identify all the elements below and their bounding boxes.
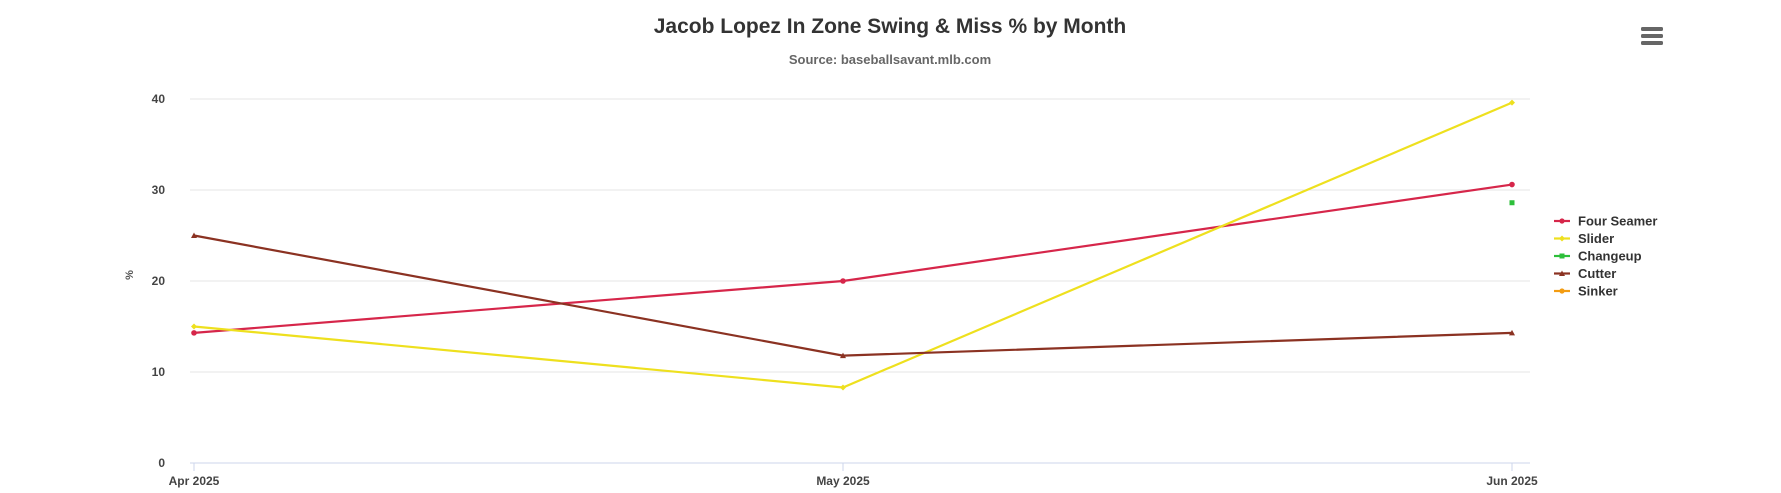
chart-subtitle: Source: baseballsavant.mlb.com	[789, 52, 991, 67]
data-point[interactable]	[1509, 200, 1515, 206]
x-tick-label: Jun 2025	[1486, 474, 1538, 488]
axes: 0 10 20 30 40 Apr 2025 May 2025 Jun 2025	[152, 92, 1538, 488]
chart-menu-button[interactable]	[1640, 26, 1664, 48]
legend-label: Changeup	[1578, 249, 1642, 264]
data-point[interactable]	[191, 232, 197, 239]
series-four-seamer	[191, 181, 1515, 336]
y-tick-label: 10	[152, 365, 166, 379]
x-tick-label: May 2025	[816, 474, 870, 488]
data-point[interactable]	[1509, 329, 1515, 336]
data-point[interactable]	[840, 352, 846, 359]
gridlines	[190, 98, 1530, 373]
plot-series	[191, 99, 1515, 391]
legend-item[interactable]: Cutter	[1554, 266, 1616, 281]
y-tick-label: 30	[152, 183, 166, 197]
x-tick-label: Apr 2025	[169, 474, 220, 488]
data-point[interactable]	[1509, 99, 1515, 106]
legend-item[interactable]: Changeup	[1554, 249, 1642, 264]
legend-marker	[1559, 218, 1565, 224]
legend: Four Seamer Slider Changeup Cutter Sinker	[1554, 214, 1657, 299]
series-cutter	[191, 232, 1515, 359]
series-changeup	[1509, 200, 1515, 206]
data-point[interactable]	[191, 330, 197, 336]
legend-item[interactable]: Four Seamer	[1554, 214, 1657, 229]
legend-marker	[1559, 270, 1565, 276]
y-tick-label: 0	[158, 456, 165, 470]
legend-item[interactable]: Slider	[1554, 231, 1614, 246]
data-point[interactable]	[1509, 181, 1515, 188]
legend-marker	[1559, 288, 1565, 294]
legend-label: Cutter	[1578, 266, 1616, 281]
legend-label: Slider	[1578, 231, 1614, 246]
data-point[interactable]	[191, 323, 197, 330]
data-point[interactable]	[840, 384, 846, 391]
data-point[interactable]	[840, 278, 846, 284]
legend-item[interactable]: Sinker	[1554, 284, 1618, 299]
legend-label: Sinker	[1578, 284, 1618, 299]
series-slider	[191, 99, 1515, 391]
y-tick-label: 40	[152, 92, 166, 106]
legend-marker	[1559, 235, 1565, 242]
legend-marker	[1559, 253, 1565, 259]
y-tick-label: 20	[152, 274, 166, 288]
y-axis-title: %	[124, 270, 136, 280]
chart-title: Jacob Lopez In Zone Swing & Miss % by Mo…	[654, 15, 1127, 38]
legend-label: Four Seamer	[1578, 214, 1657, 229]
hamburger-menu-icon	[1641, 27, 1663, 45]
